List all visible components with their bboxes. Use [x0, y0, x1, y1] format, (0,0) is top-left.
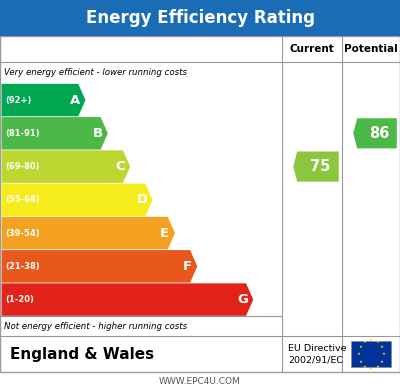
Polygon shape	[2, 84, 86, 116]
Text: (1-20): (1-20)	[6, 295, 34, 304]
Text: 75: 75	[310, 159, 330, 174]
Text: England & Wales: England & Wales	[10, 347, 154, 362]
Text: Potential: Potential	[344, 44, 398, 54]
Text: Not energy efficient - higher running costs: Not energy efficient - higher running co…	[4, 322, 187, 331]
Text: Current: Current	[290, 44, 334, 54]
Text: D: D	[137, 193, 148, 206]
Text: 86: 86	[369, 126, 390, 141]
Text: ★: ★	[380, 345, 384, 349]
Text: EU Directive
2002/91/EC: EU Directive 2002/91/EC	[288, 344, 346, 365]
Polygon shape	[2, 117, 108, 149]
Text: ★: ★	[369, 338, 373, 342]
Text: ★: ★	[357, 352, 360, 357]
Text: (81-91): (81-91)	[6, 129, 40, 138]
Text: G: G	[238, 293, 248, 306]
Text: A: A	[70, 94, 80, 107]
Text: Energy Efficiency Rating: Energy Efficiency Rating	[86, 9, 314, 27]
Polygon shape	[2, 184, 152, 216]
Text: Very energy efficient - lower running costs: Very energy efficient - lower running co…	[4, 68, 187, 77]
Text: F: F	[182, 260, 192, 273]
Polygon shape	[2, 217, 175, 249]
Text: WWW.EPC4U.COM: WWW.EPC4U.COM	[159, 377, 241, 386]
Polygon shape	[2, 150, 130, 183]
Text: ★: ★	[358, 345, 362, 349]
Polygon shape	[2, 250, 197, 282]
Text: ★: ★	[363, 365, 367, 369]
Polygon shape	[353, 118, 397, 148]
Text: ★: ★	[363, 340, 367, 344]
Bar	[351, 341, 391, 367]
Text: (69-80): (69-80)	[6, 162, 40, 171]
Bar	[0, 36, 400, 372]
Text: ★: ★	[382, 352, 385, 357]
Text: C: C	[115, 160, 125, 173]
Polygon shape	[293, 151, 339, 182]
Text: (39-54): (39-54)	[6, 229, 40, 237]
Text: (21-38): (21-38)	[6, 262, 40, 271]
Text: E: E	[160, 227, 169, 239]
Text: ★: ★	[380, 360, 384, 364]
Text: ★: ★	[369, 367, 373, 371]
Text: ★: ★	[375, 340, 379, 344]
Text: (92+): (92+)	[6, 95, 32, 104]
Polygon shape	[2, 283, 253, 316]
Text: (55-68): (55-68)	[6, 195, 40, 204]
Bar	[0, 0, 400, 36]
Text: B: B	[92, 127, 102, 140]
Text: ★: ★	[375, 365, 379, 369]
Text: ★: ★	[358, 360, 362, 364]
